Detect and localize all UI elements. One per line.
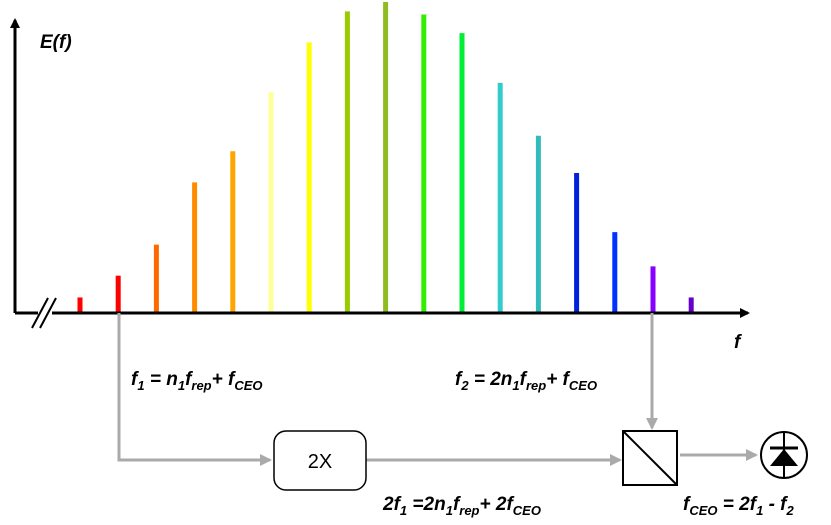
f1-path: [117, 313, 272, 466]
x-axis-label: f: [734, 332, 742, 353]
photodiode-icon: [760, 431, 808, 479]
fceo-formula: fCEO = 2f1 - f2: [683, 494, 795, 518]
y-axis-label: E(f): [40, 32, 72, 53]
beam-combiner-icon: [622, 430, 678, 486]
signal-paths: [117, 313, 758, 466]
axis-break-mark: [31, 297, 57, 329]
comb-lines: [77, 2, 694, 313]
doubler-label: 2X: [308, 451, 332, 473]
doubled-formula: 2f1 =2n1frep+ 2fCEO: [382, 494, 541, 518]
f1-formula: f1 = n1frep+ fCEO: [131, 369, 263, 393]
f2-formula: f2 = 2n1frep+ fCEO: [455, 369, 597, 393]
frequency-doubler: 2X: [273, 430, 367, 491]
